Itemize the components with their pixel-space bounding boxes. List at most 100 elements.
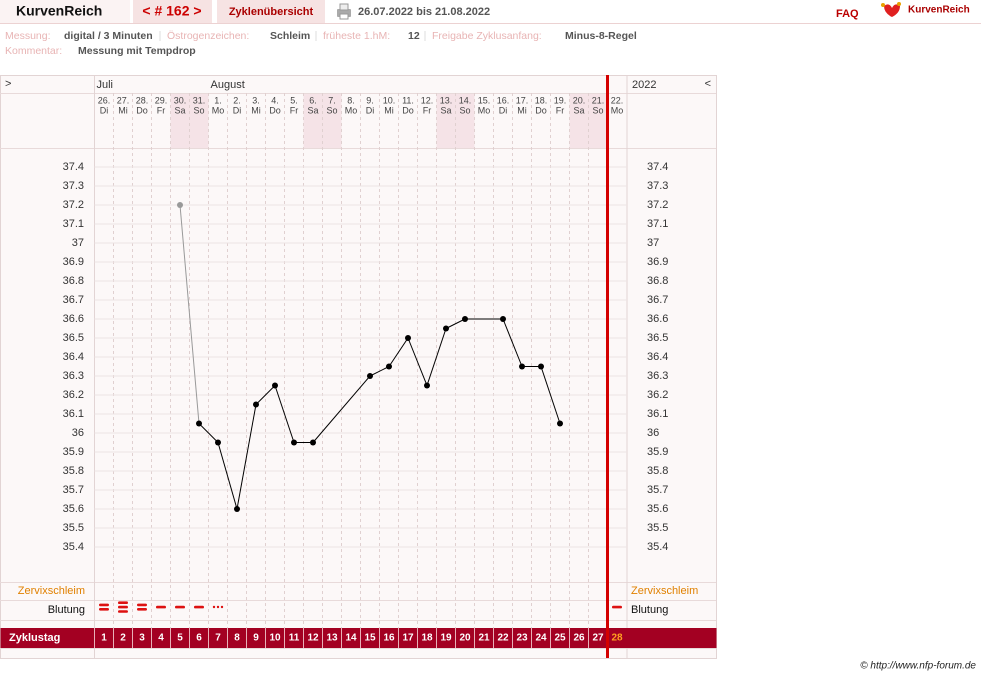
weekday-label: Mo: [611, 105, 624, 115]
temperature-point: [367, 373, 373, 379]
y-tick-label: 35.5: [63, 522, 84, 534]
y-tick-label: 37.4: [63, 161, 84, 173]
temperature-line: [217, 442, 238, 510]
weekday-label: Do: [269, 105, 281, 115]
bleeding-dash: [118, 610, 128, 613]
faq-link[interactable]: FAQ: [836, 8, 859, 20]
temperature-line: [407, 337, 428, 386]
bleeding-dash: [137, 603, 147, 607]
y-tick-label: 37.2: [647, 199, 668, 211]
info-label: Östrogenzeichen:: [167, 30, 249, 42]
temperature-line: [502, 318, 523, 367]
bleeding-mark: [137, 603, 147, 611]
overview-tab[interactable]: [217, 0, 325, 23]
nav-right[interactable]: <: [705, 78, 711, 90]
y-tick-label: 35.6: [63, 503, 84, 515]
date-label: 18.: [535, 95, 548, 105]
temperature-point: [557, 420, 563, 427]
date-label: 14.: [459, 95, 472, 105]
cycle-day: 11: [289, 633, 300, 644]
y-tick-label: 36.4: [647, 351, 668, 363]
weekday-label: Fr: [556, 105, 565, 115]
info-value: Minus-8-Regel: [565, 30, 637, 42]
bleeding-mark: [99, 603, 109, 611]
nav-left[interactable]: >: [5, 78, 11, 90]
date-label: 15.: [478, 95, 491, 105]
date-label: 12.: [421, 95, 434, 105]
month-label: Juli: [97, 79, 114, 91]
temperature-point: [538, 363, 544, 370]
y-tick-label: 37.3: [647, 180, 668, 192]
print-icon[interactable]: [337, 3, 351, 20]
date-label: 27.: [117, 95, 130, 105]
y-tick-label: 36.6: [647, 313, 668, 325]
y-tick-label: 35.4: [647, 541, 668, 553]
cycle-day: 17: [402, 633, 414, 644]
weekday-label: Di: [366, 105, 375, 115]
bleeding-dash: [156, 605, 166, 609]
footer: © http://www.nfp-forum.de: [860, 661, 976, 672]
weekday-label: Mo: [478, 105, 491, 115]
bleeding-label: Blutung: [48, 604, 85, 616]
date-label: 9.: [366, 95, 374, 105]
y-tick-label: 35.8: [647, 465, 668, 477]
temperature-line: [369, 366, 390, 377]
nav-tab[interactable]: [133, 0, 212, 23]
weekday-label: Di: [233, 105, 242, 115]
y-tick-label: 35.4: [63, 541, 84, 553]
weekend-shade: [303, 93, 323, 148]
chart-frame: [0, 75, 717, 659]
temperature-point: [215, 439, 221, 446]
cycle-day: 2: [120, 633, 126, 644]
bleeding-dot: [212, 605, 216, 609]
y-tick-label: 36.1: [63, 408, 84, 420]
y-tick-label: 35.7: [63, 484, 84, 496]
date-label: 28.: [136, 95, 149, 105]
temperature-point: [177, 202, 183, 208]
bleeding-dash: [194, 605, 204, 609]
date-label: 1.: [214, 95, 222, 105]
date-label: 30.: [174, 95, 187, 105]
cycle-day-bar: [0, 628, 717, 648]
date-label: 20.: [573, 95, 586, 105]
bleeding-dash: [99, 603, 109, 607]
date-label: 4.: [271, 95, 279, 105]
weekday-label: Di: [100, 105, 109, 115]
weekday-label: Mi: [517, 105, 527, 115]
temperature-point: [405, 335, 411, 341]
cycle-day: 9: [253, 633, 259, 644]
month-label: August: [211, 79, 245, 91]
y-tick-label: 35.5: [647, 522, 668, 534]
y-tick-label: 36: [647, 427, 659, 439]
y-tick-label: 36: [72, 427, 84, 439]
y-tick-label: 36.7: [63, 294, 84, 306]
y-tick-label: 36.9: [63, 256, 84, 268]
info-label: Messung:: [5, 30, 51, 42]
y-tick-label: 36.4: [63, 351, 84, 363]
overview-link[interactable]: Zyklenübersicht: [229, 6, 314, 18]
weekday-label: Sa: [440, 105, 451, 115]
bleeding-mark: [175, 605, 185, 609]
weekday-label: So: [193, 105, 204, 115]
temperature-point: [424, 382, 430, 389]
cycle-day: 16: [383, 633, 395, 644]
temperature-point: [386, 363, 392, 370]
y-tick-label: 36.8: [647, 275, 668, 287]
cycle-day: 7: [215, 633, 221, 644]
logo-text[interactable]: KurvenReich: [908, 5, 970, 16]
temperature-line: [540, 366, 561, 424]
weekday-label: Fr: [423, 105, 432, 115]
date-label: 10.: [383, 95, 396, 105]
weekday-label: Mi: [118, 105, 128, 115]
year: 2022: [632, 79, 656, 91]
bleeding-dash: [99, 608, 109, 611]
weekend-shade: [170, 93, 190, 148]
cycle-nav[interactable]: < # 162 >: [142, 3, 201, 19]
info-value: Schleim: [270, 30, 310, 42]
temperature-point: [500, 316, 506, 322]
cycle-day: 25: [554, 633, 566, 644]
temperature-point: [253, 401, 259, 408]
weekday-label: Do: [136, 105, 148, 115]
weekend-shade: [189, 93, 209, 148]
cycle-day: 12: [307, 633, 319, 644]
